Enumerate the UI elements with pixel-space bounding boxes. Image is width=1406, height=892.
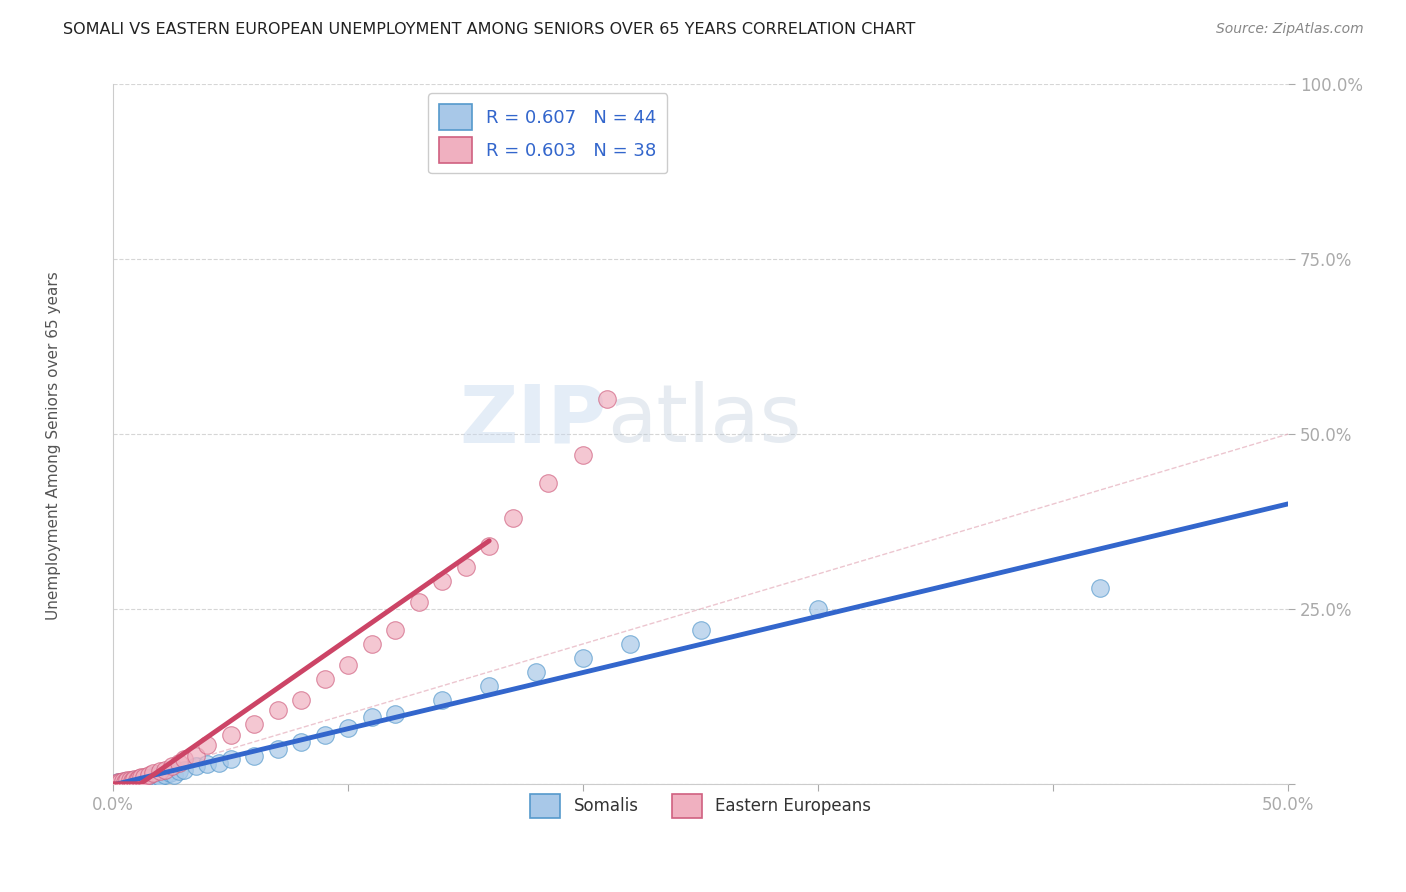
Point: [111, 774, 134, 789]
Point: [219, 728, 242, 742]
Point: [384, 623, 406, 637]
Text: ZIP: ZIP: [460, 381, 606, 459]
Point: [478, 539, 501, 553]
Point: [243, 748, 266, 763]
Text: SOMALI VS EASTERN EUROPEAN UNEMPLOYMENT AMONG SENIORS OVER 65 YEARS CORRELATION : SOMALI VS EASTERN EUROPEAN UNEMPLOYMENT …: [63, 22, 915, 37]
Point: [595, 392, 617, 406]
Point: [121, 773, 143, 788]
Legend: Somalis, Eastern Europeans: Somalis, Eastern Europeans: [523, 788, 877, 824]
Point: [314, 728, 336, 742]
Point: [159, 766, 181, 780]
Point: [142, 771, 165, 785]
Point: [153, 768, 176, 782]
Point: [689, 623, 711, 637]
Point: [163, 767, 186, 781]
Point: [184, 759, 207, 773]
Point: [153, 763, 176, 777]
Point: [132, 772, 155, 786]
Point: [139, 770, 162, 784]
Point: [572, 448, 595, 462]
Point: [149, 764, 172, 779]
Point: [124, 774, 146, 789]
Point: [128, 772, 150, 787]
Point: [110, 776, 132, 790]
Point: [314, 672, 336, 686]
Point: [173, 752, 195, 766]
Point: [131, 770, 153, 784]
Point: [337, 657, 360, 672]
Point: [619, 637, 641, 651]
Point: [118, 772, 141, 787]
Point: [107, 775, 129, 789]
Text: Source: ZipAtlas.com: Source: ZipAtlas.com: [1216, 22, 1364, 37]
Point: [524, 665, 547, 679]
Point: [408, 595, 430, 609]
Point: [124, 772, 146, 786]
Point: [267, 741, 290, 756]
Point: [114, 773, 136, 788]
Point: [1088, 581, 1111, 595]
Point: [121, 773, 143, 788]
Point: [114, 774, 136, 789]
Point: [107, 775, 129, 789]
Point: [219, 752, 242, 766]
Point: [384, 706, 406, 721]
Point: [807, 602, 830, 616]
Point: [360, 710, 382, 724]
Point: [195, 739, 218, 753]
Point: [432, 574, 454, 588]
Point: [110, 774, 132, 789]
Text: Unemployment Among Seniors over 65 years: Unemployment Among Seniors over 65 years: [46, 272, 60, 620]
Point: [146, 771, 169, 785]
Point: [131, 773, 153, 788]
Point: [537, 476, 560, 491]
Point: [104, 777, 127, 791]
Point: [360, 637, 382, 651]
Point: [267, 703, 290, 717]
Point: [432, 693, 454, 707]
Point: [572, 651, 595, 665]
Point: [128, 771, 150, 785]
Point: [243, 717, 266, 731]
Point: [138, 768, 160, 782]
Point: [195, 757, 218, 772]
Point: [145, 768, 167, 782]
Point: [117, 773, 139, 788]
Point: [125, 772, 148, 787]
Point: [290, 735, 312, 749]
Point: [138, 771, 160, 785]
Point: [111, 773, 134, 788]
Point: [118, 774, 141, 789]
Point: [104, 777, 127, 791]
Point: [337, 721, 360, 735]
Point: [173, 763, 195, 777]
Point: [160, 759, 183, 773]
Point: [125, 773, 148, 788]
Point: [454, 560, 477, 574]
Point: [167, 756, 190, 770]
Point: [135, 772, 157, 787]
Point: [117, 775, 139, 789]
Point: [142, 766, 165, 780]
Point: [208, 756, 231, 770]
Point: [184, 748, 207, 763]
Point: [290, 693, 312, 707]
Point: [132, 771, 155, 785]
Point: [149, 770, 172, 784]
Point: [478, 679, 501, 693]
Point: [502, 511, 524, 525]
Text: atlas: atlas: [606, 381, 801, 459]
Point: [167, 764, 190, 779]
